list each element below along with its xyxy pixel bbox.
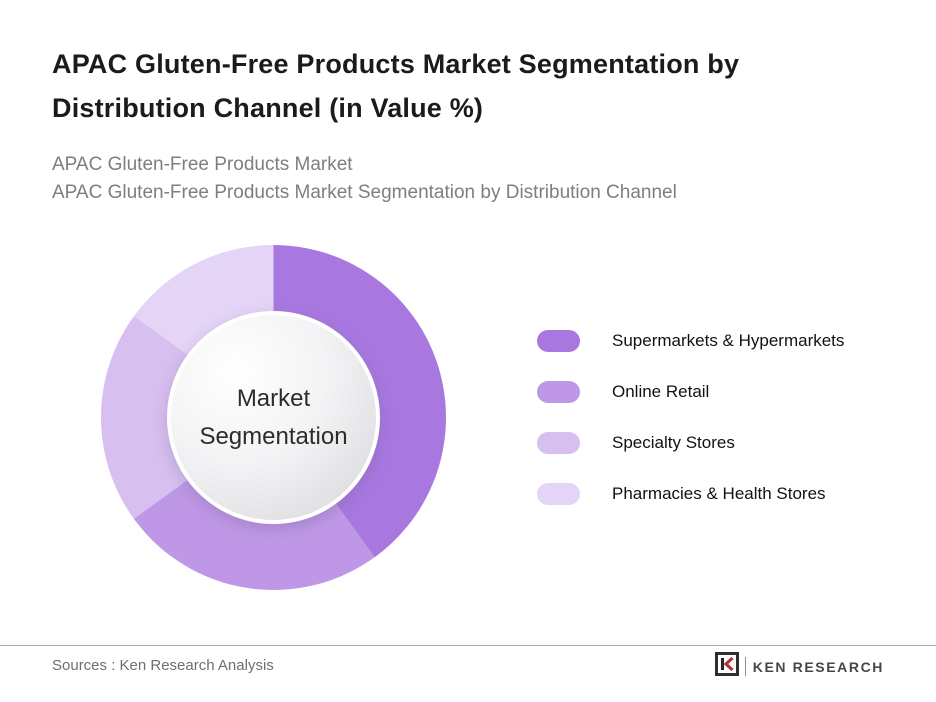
subtitle-line-2: APAC Gluten-Free Products Market Segment… — [52, 182, 677, 203]
donut-center: Market Segmentation — [167, 311, 380, 524]
footer-divider — [0, 645, 936, 646]
legend-label: Online Retail — [612, 382, 710, 401]
legend-swatch — [537, 381, 580, 403]
ken-research-logo: KEN RESEARCH — [714, 651, 884, 682]
legend-item: Online Retail — [537, 381, 844, 403]
legend-swatch — [537, 330, 580, 352]
legend-swatch — [537, 432, 580, 454]
subtitle-block: APAC Gluten-Free Products Market APAC Gl… — [52, 151, 677, 207]
donut-center-label: Market Segmentation — [199, 384, 348, 450]
subtitle-line-1: APAC Gluten-Free Products Market — [52, 154, 353, 175]
ken-research-logo-icon — [714, 651, 739, 682]
legend-item: Specialty Stores — [537, 432, 844, 454]
logo-wordmark: KEN RESEARCH — [752, 658, 884, 675]
legend-swatch — [537, 483, 580, 505]
legend-label: Supermarkets & Hypermarkets — [612, 331, 845, 350]
page-title: APAC Gluten-Free Products Market Segment… — [52, 49, 740, 123]
legend-label: Specialty Stores — [612, 433, 735, 452]
legend-item: Supermarkets & Hypermarkets — [537, 330, 844, 352]
legend-label: Pharmacies & Health Stores — [612, 484, 826, 503]
source-text: Sources : Ken Research Analysis — [52, 657, 274, 674]
logo-divider — [744, 657, 746, 676]
legend-item: Pharmacies & Health Stores — [537, 483, 844, 505]
donut-chart: Market Segmentation — [101, 245, 446, 590]
chart-legend: Supermarkets & Hypermarkets Online Retai… — [537, 330, 844, 534]
